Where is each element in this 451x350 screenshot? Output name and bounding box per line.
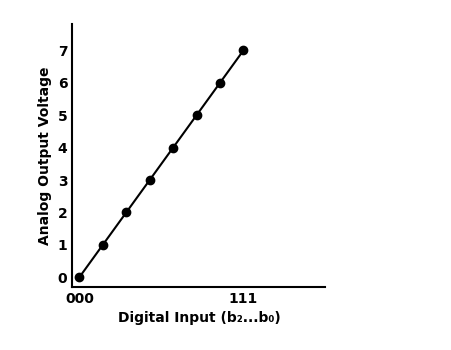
Y-axis label: Analog Output Voltage: Analog Output Voltage bbox=[38, 66, 52, 245]
X-axis label: Digital Input (b₂...b₀): Digital Input (b₂...b₀) bbox=[117, 312, 280, 326]
